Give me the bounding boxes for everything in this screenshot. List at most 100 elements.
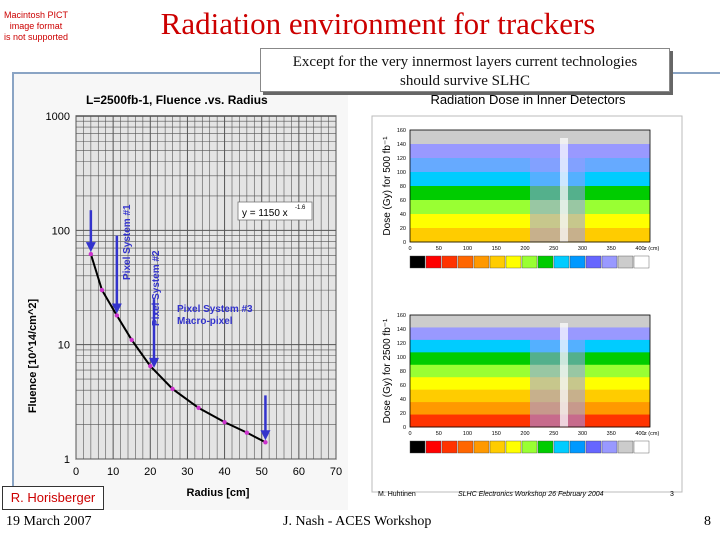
pict-line: is not supported — [3, 32, 69, 42]
dose-plot-frame — [409, 129, 651, 243]
dose-footer-center: SLHC Electronics Workshop 26 February 20… — [458, 491, 604, 498]
colorbar-cell — [537, 440, 554, 454]
dose-plot-frame — [409, 314, 651, 428]
y-tick-label: 1 — [64, 454, 70, 466]
dose-map-chart: Radiation Dose in Inner Detectors Dose (… — [371, 92, 683, 498]
dose-y-tick: 40 — [400, 212, 406, 218]
colorbar-cell — [633, 440, 650, 454]
fluence-point — [263, 440, 268, 445]
fluence-point — [114, 313, 120, 318]
annotation-macro-pixel: Macro-pixel — [177, 316, 233, 327]
dose-x-tick: 100 — [463, 246, 472, 252]
fluence-curve — [89, 253, 266, 444]
fluence-chart-panel: L=2500fb-1, Fluence .vs. Radius 0 10 20 30 4… — [12, 74, 348, 510]
fluence-point — [129, 337, 134, 343]
colorbar-cell — [425, 255, 442, 269]
dose-x-tick: 250 — [549, 431, 558, 437]
dose-y-tick: 120 — [397, 156, 406, 162]
x-tick-label: 0 — [73, 466, 79, 478]
dose-x-tick: 400 — [635, 431, 644, 437]
dose-y-tick: 140 — [397, 327, 406, 333]
subtitle-callout: Except for the very innermost layers cur… — [260, 48, 670, 92]
plot-area — [75, 115, 337, 460]
x-tick-label: 50 — [256, 466, 268, 478]
dose-x-tick: 250 — [549, 246, 558, 252]
fluence-point — [222, 419, 227, 425]
fit-text: y = 1150 x — [242, 208, 288, 219]
fluence-point — [148, 363, 153, 369]
colorbar-cell — [473, 255, 490, 269]
dose-y-tick: 40 — [400, 397, 406, 403]
dose-footer-left: M. Huhtinen — [378, 491, 416, 498]
y-tick-label: 1000 — [46, 111, 70, 123]
colorbar-cell — [633, 255, 650, 269]
dose-panel: Dose (Gy) for 500 fb⁻¹ 0 20 40 60 80 100 120 140… — [382, 128, 659, 269]
subtitle-line: should survive SLHC — [399, 73, 530, 89]
annotation-pixel-3: Pixel System #3 — [177, 304, 253, 315]
dose-band — [410, 315, 650, 328]
colorbar-cell — [457, 255, 474, 269]
colorbar-cell — [409, 440, 426, 454]
footer-date: 19 March 2007 — [6, 514, 92, 529]
author-tag: R. Horisberger — [2, 486, 104, 510]
dose-z-label: z (cm) — [644, 431, 659, 437]
dose-y-tick: 0 — [403, 425, 406, 431]
colorbar-cell — [553, 440, 570, 454]
slide-title: Radiation environment for trackers — [160, 6, 596, 41]
dose-y-tick: 0 — [403, 240, 406, 246]
chart-title: L=2500fb-1, Fluence .vs. Radius — [86, 93, 268, 107]
x-tick-label: 20 — [144, 466, 156, 478]
fluence-point — [196, 405, 201, 411]
dose-x-tick: 200 — [520, 431, 529, 437]
dose-x-tick: 100 — [463, 431, 472, 437]
dose-band — [530, 333, 585, 427]
fluence-point — [99, 287, 105, 293]
subtitle-line: Except for the very innermost layers cur… — [292, 54, 638, 70]
colorbar-cell — [505, 255, 522, 269]
dose-map-title: Radiation Dose in Inner Detectors — [430, 92, 626, 107]
dose-y-tick: 20 — [400, 411, 406, 417]
colorbar-cell — [601, 440, 618, 454]
dose-x-tick: 0 — [408, 246, 411, 252]
fluence-chart: L=2500fb-1, Fluence .vs. Radius 0 10 20 30 4… — [27, 93, 342, 499]
dose-y-tick: 120 — [397, 341, 406, 347]
x-axis-label: Radius [cm] — [187, 487, 250, 499]
dose-y-tick: 140 — [397, 142, 406, 148]
dose-y-tick: 60 — [400, 198, 406, 204]
dose-y-tick: 160 — [397, 128, 406, 134]
colorbar-cell — [585, 440, 602, 454]
dose-y-tick: 100 — [397, 355, 406, 361]
dose-band — [410, 130, 650, 145]
footer-presenter: J. Nash - ACES Workshop — [283, 514, 432, 529]
fluence-point — [88, 251, 94, 257]
pict-placeholder: Macintosh PICT image format is not suppo… — [0, 10, 72, 43]
colorbar-cell — [409, 255, 426, 269]
dose-y-tick: 80 — [400, 184, 406, 190]
colorbar-cell — [617, 255, 634, 269]
dose-x-tick: 400 — [635, 246, 644, 252]
pict-line: image format — [9, 21, 63, 31]
dose-y-tick: 20 — [400, 226, 406, 232]
dose-y-label: Dose (Gy) for 2500 fb⁻¹ — [382, 318, 393, 423]
fit-exponent: -1.6 — [295, 205, 306, 211]
fit-label: y = 1150 x -1.6 — [237, 201, 313, 221]
fluence-point — [244, 430, 250, 435]
dose-y-tick: 60 — [400, 383, 406, 389]
colorbar-cell — [585, 255, 602, 269]
colorbar-cell — [489, 440, 506, 454]
colorbar-cell — [505, 440, 522, 454]
y-tick-label: 100 — [52, 225, 70, 237]
colorbar-cell — [569, 440, 586, 454]
detector-gap — [560, 138, 568, 242]
footer-page-number: 8 — [704, 514, 711, 529]
colorbar-cell — [473, 440, 490, 454]
dose-x-tick: 150 — [492, 431, 501, 437]
x-tick-label: 10 — [107, 466, 119, 478]
colorbar-cell — [425, 440, 442, 454]
fluence-point — [170, 386, 175, 392]
colorbar-cell — [441, 255, 458, 269]
system-arrowhead — [85, 242, 96, 253]
system-arrowhead — [111, 303, 122, 314]
colorbar-cell — [537, 255, 554, 269]
dose-x-tick: 200 — [520, 246, 529, 252]
